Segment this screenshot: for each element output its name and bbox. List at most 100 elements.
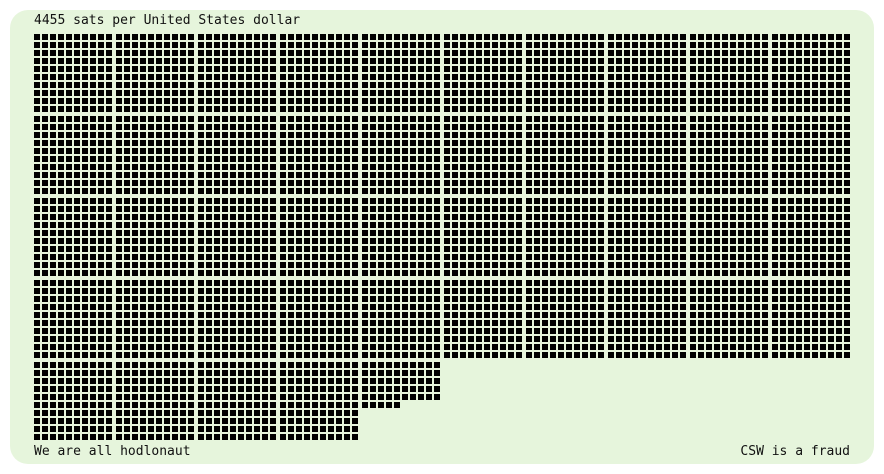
- sat-square: [336, 254, 342, 260]
- sat-square: [90, 164, 96, 170]
- sat-square: [378, 378, 384, 384]
- sat-square: [222, 362, 228, 368]
- sat-square: [598, 352, 604, 358]
- sat-square: [280, 66, 286, 72]
- sat-square: [262, 50, 268, 56]
- sat-square: [172, 132, 178, 138]
- sat-square: [656, 312, 662, 318]
- sat-square: [460, 280, 466, 286]
- sat-square: [214, 214, 220, 220]
- sat-square: [590, 280, 596, 286]
- sat-square: [476, 90, 482, 96]
- sat-square: [780, 288, 786, 294]
- sat-square: [156, 58, 162, 64]
- sat-square: [410, 352, 416, 358]
- sat-square: [386, 148, 392, 154]
- sat-square: [434, 82, 440, 88]
- sat-square: [296, 116, 302, 122]
- sat-square: [616, 172, 622, 178]
- sat-square: [312, 362, 318, 368]
- sat-square: [418, 180, 424, 186]
- sat-square: [206, 426, 212, 432]
- sat-square: [180, 206, 186, 212]
- sat-square: [640, 304, 646, 310]
- sat-square: [812, 214, 818, 220]
- sat-square: [780, 148, 786, 154]
- sat-square: [820, 270, 826, 276]
- sat-square: [106, 148, 112, 154]
- sat-square: [312, 246, 318, 252]
- sat-square: [772, 344, 778, 350]
- sat-square: [34, 386, 40, 392]
- sat-square: [484, 188, 490, 194]
- sat-square: [344, 222, 350, 228]
- sat-square: [66, 336, 72, 342]
- sat-square: [534, 34, 540, 40]
- sat-square: [452, 296, 458, 302]
- sat-square: [434, 344, 440, 350]
- sat-square: [312, 320, 318, 326]
- sat-square: [34, 254, 40, 260]
- sat-square: [460, 132, 466, 138]
- sat-square: [590, 344, 596, 350]
- sat-square: [558, 206, 564, 212]
- sat-square: [788, 296, 794, 302]
- sat-square: [296, 206, 302, 212]
- sat-square: [738, 82, 744, 88]
- sat-square: [616, 124, 622, 130]
- sat-square: [598, 124, 604, 130]
- sat-square: [836, 238, 842, 244]
- sat-square: [124, 418, 130, 424]
- sat-square: [730, 180, 736, 186]
- sat-square: [844, 156, 850, 162]
- sat-square: [328, 238, 334, 244]
- sat-square: [632, 156, 638, 162]
- sat-square: [690, 98, 696, 104]
- sat-square: [394, 312, 400, 318]
- sat-square: [344, 106, 350, 112]
- sat-square: [754, 254, 760, 260]
- sat-square: [426, 328, 432, 334]
- sat-square: [608, 66, 614, 72]
- sat-square: [42, 402, 48, 408]
- sat-square: [648, 180, 654, 186]
- sat-square: [280, 254, 286, 260]
- sat-square: [444, 352, 450, 358]
- sat-square: [288, 198, 294, 204]
- sat-square: [452, 132, 458, 138]
- sat-square: [492, 280, 498, 286]
- sat-square: [738, 320, 744, 326]
- sat-square: [50, 98, 56, 104]
- sat-square: [198, 246, 204, 252]
- sat-square: [66, 90, 72, 96]
- sat-square: [680, 34, 686, 40]
- sat-square: [590, 82, 596, 88]
- sat-square: [714, 222, 720, 228]
- sat-square: [772, 164, 778, 170]
- sat-square: [320, 280, 326, 286]
- sat-square: [34, 246, 40, 252]
- sat-square: [762, 116, 768, 122]
- sat-square: [468, 320, 474, 326]
- sat-square: [370, 90, 376, 96]
- sat-square: [598, 198, 604, 204]
- sat-square: [608, 288, 614, 294]
- sat-square: [492, 98, 498, 104]
- sat-square: [656, 180, 662, 186]
- sat-square: [34, 362, 40, 368]
- sat-square: [296, 148, 302, 154]
- sat-square: [452, 156, 458, 162]
- sat-square: [280, 238, 286, 244]
- sat-square: [492, 296, 498, 302]
- sat-square: [270, 312, 276, 318]
- sat-square: [280, 82, 286, 88]
- sat-square: [706, 34, 712, 40]
- sat-square: [492, 74, 498, 80]
- sat-square: [656, 34, 662, 40]
- sat-square: [820, 106, 826, 112]
- sat-square: [270, 418, 276, 424]
- sat-square: [468, 270, 474, 276]
- sat-square: [50, 230, 56, 236]
- sat-square: [402, 214, 408, 220]
- sat-square: [410, 280, 416, 286]
